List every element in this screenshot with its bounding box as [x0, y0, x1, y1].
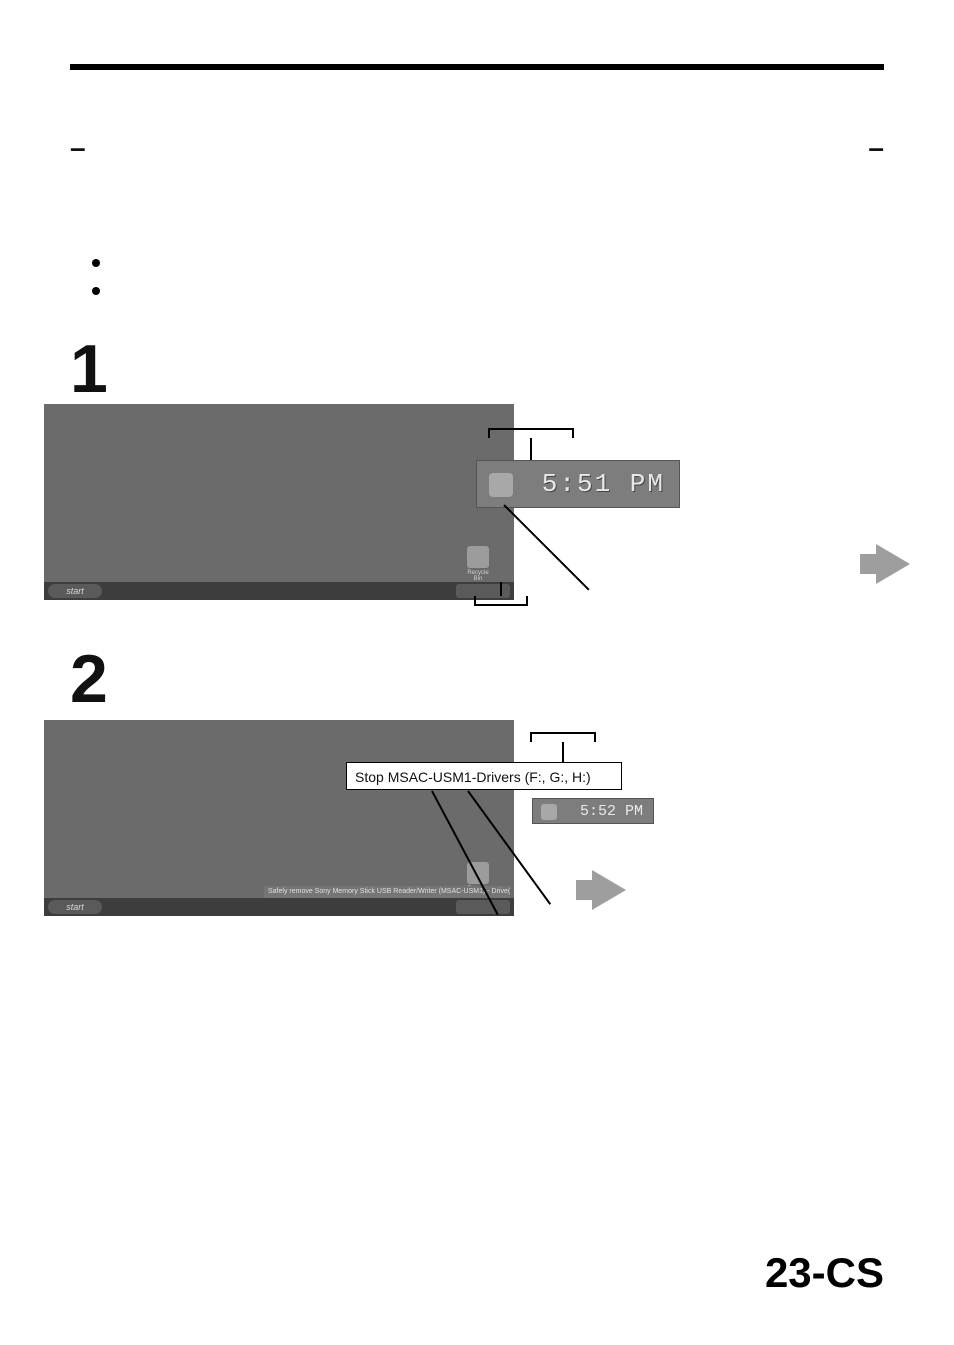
callout-bracket-bottom	[526, 596, 528, 606]
safely-remove-icon[interactable]	[541, 804, 557, 820]
callout-bracket-bottom	[474, 604, 528, 606]
recycle-bin-label: Recycle Bin	[464, 570, 492, 582]
desktop-area: Recycle Bin start	[44, 404, 514, 600]
taskbar[interactable]	[44, 898, 514, 916]
safely-remove-icon[interactable]	[489, 473, 513, 497]
callout-bracket-top	[530, 438, 532, 460]
top-rule	[70, 64, 884, 70]
screenshot-2: Recycle Bin Safely remove Sony Memory St…	[44, 720, 910, 944]
callout-bracket-top	[530, 732, 596, 734]
system-tray[interactable]	[456, 900, 510, 914]
dash-right: –	[868, 132, 884, 164]
bullet-item-1	[92, 248, 110, 276]
start-button[interactable]: start	[48, 900, 102, 914]
bullet-list	[92, 248, 110, 304]
page-root: – – 1 Recycle Bin start 5:51 PM	[0, 0, 954, 1345]
next-arrow-icon	[592, 870, 626, 910]
bullet-item-2	[92, 276, 110, 304]
next-arrow-icon	[576, 880, 592, 900]
taskbar[interactable]	[44, 582, 514, 600]
bullet-dot-icon	[92, 287, 100, 295]
step-1-number: 1	[70, 330, 108, 408]
dash-left: –	[70, 132, 86, 164]
callout-line	[503, 504, 589, 590]
tray-tooltip-small[interactable]: Safely remove Sony Memory Stick USB Read…	[264, 886, 510, 898]
page-number-suffix: -CS	[812, 1249, 884, 1296]
tray-clock: 5:52 PM	[580, 803, 643, 820]
tray-zoom-small: 5:52 PM	[532, 798, 654, 824]
step-2-number: 2	[70, 640, 108, 718]
next-arrow-icon	[876, 544, 910, 584]
desktop-area: Recycle Bin Safely remove Sony Memory St…	[44, 720, 514, 916]
recycle-bin[interactable]: Recycle Bin	[464, 546, 492, 578]
bullet-dot-icon	[92, 259, 100, 267]
stop-drivers-tooltip[interactable]: Stop MSAC-USM1-Drivers (F:, G:, H:)	[346, 762, 622, 790]
callout-bracket-top	[594, 732, 596, 742]
callout-bracket-top	[572, 428, 574, 438]
callout-bracket-bottom	[474, 596, 476, 606]
next-arrow-icon	[860, 554, 876, 574]
page-number: 23-CS	[765, 1249, 884, 1297]
tray-zoom: 5:51 PM	[476, 460, 680, 508]
recycle-bin-icon	[467, 546, 489, 568]
page-number-value: 23	[765, 1249, 812, 1296]
start-button[interactable]: start	[48, 584, 102, 598]
callout-bracket-top	[562, 742, 564, 762]
tray-clock: 5:51 PM	[542, 469, 665, 499]
callout-bracket-top	[488, 428, 490, 438]
callout-bracket-top	[488, 428, 574, 430]
screenshot-1: Recycle Bin start 5:51 PM	[44, 404, 910, 610]
callout-bracket-bottom	[500, 582, 502, 596]
callout-bracket-top	[530, 732, 532, 742]
